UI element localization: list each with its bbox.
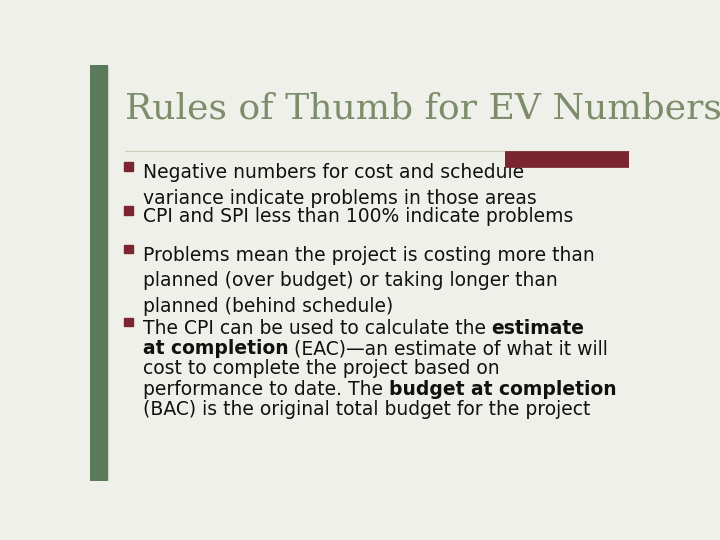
Text: Rules of Thumb for EV Numbers: Rules of Thumb for EV Numbers [125,92,720,126]
Bar [90,65,107,481]
Text: The CPI can be used to calculate the: The CPI can be used to calculate the [143,319,492,338]
Bar [124,162,132,171]
Text: cost to complete the project based on: cost to complete the project based on [143,360,500,379]
Text: at completion: at completion [143,339,288,358]
Bar [124,206,132,214]
Text: Problems mean the project is costing more than
planned (over budget) or taking l: Problems mean the project is costing mor… [143,246,595,316]
Text: (BAC) is the original total budget for the project: (BAC) is the original total budget for t… [143,400,590,419]
Text: estimate: estimate [492,319,585,338]
Text: budget at completion: budget at completion [389,380,616,399]
Text: CPI and SPI less than 100% indicate problems: CPI and SPI less than 100% indicate prob… [143,207,573,226]
Text: (EAC)—an estimate of what it will: (EAC)—an estimate of what it will [288,339,608,358]
Bar [124,318,132,326]
Text: Negative numbers for cost and schedule
variance indicate problems in those areas: Negative numbers for cost and schedule v… [143,164,536,208]
Text: performance to date. The: performance to date. The [143,380,389,399]
Bar [124,245,132,253]
